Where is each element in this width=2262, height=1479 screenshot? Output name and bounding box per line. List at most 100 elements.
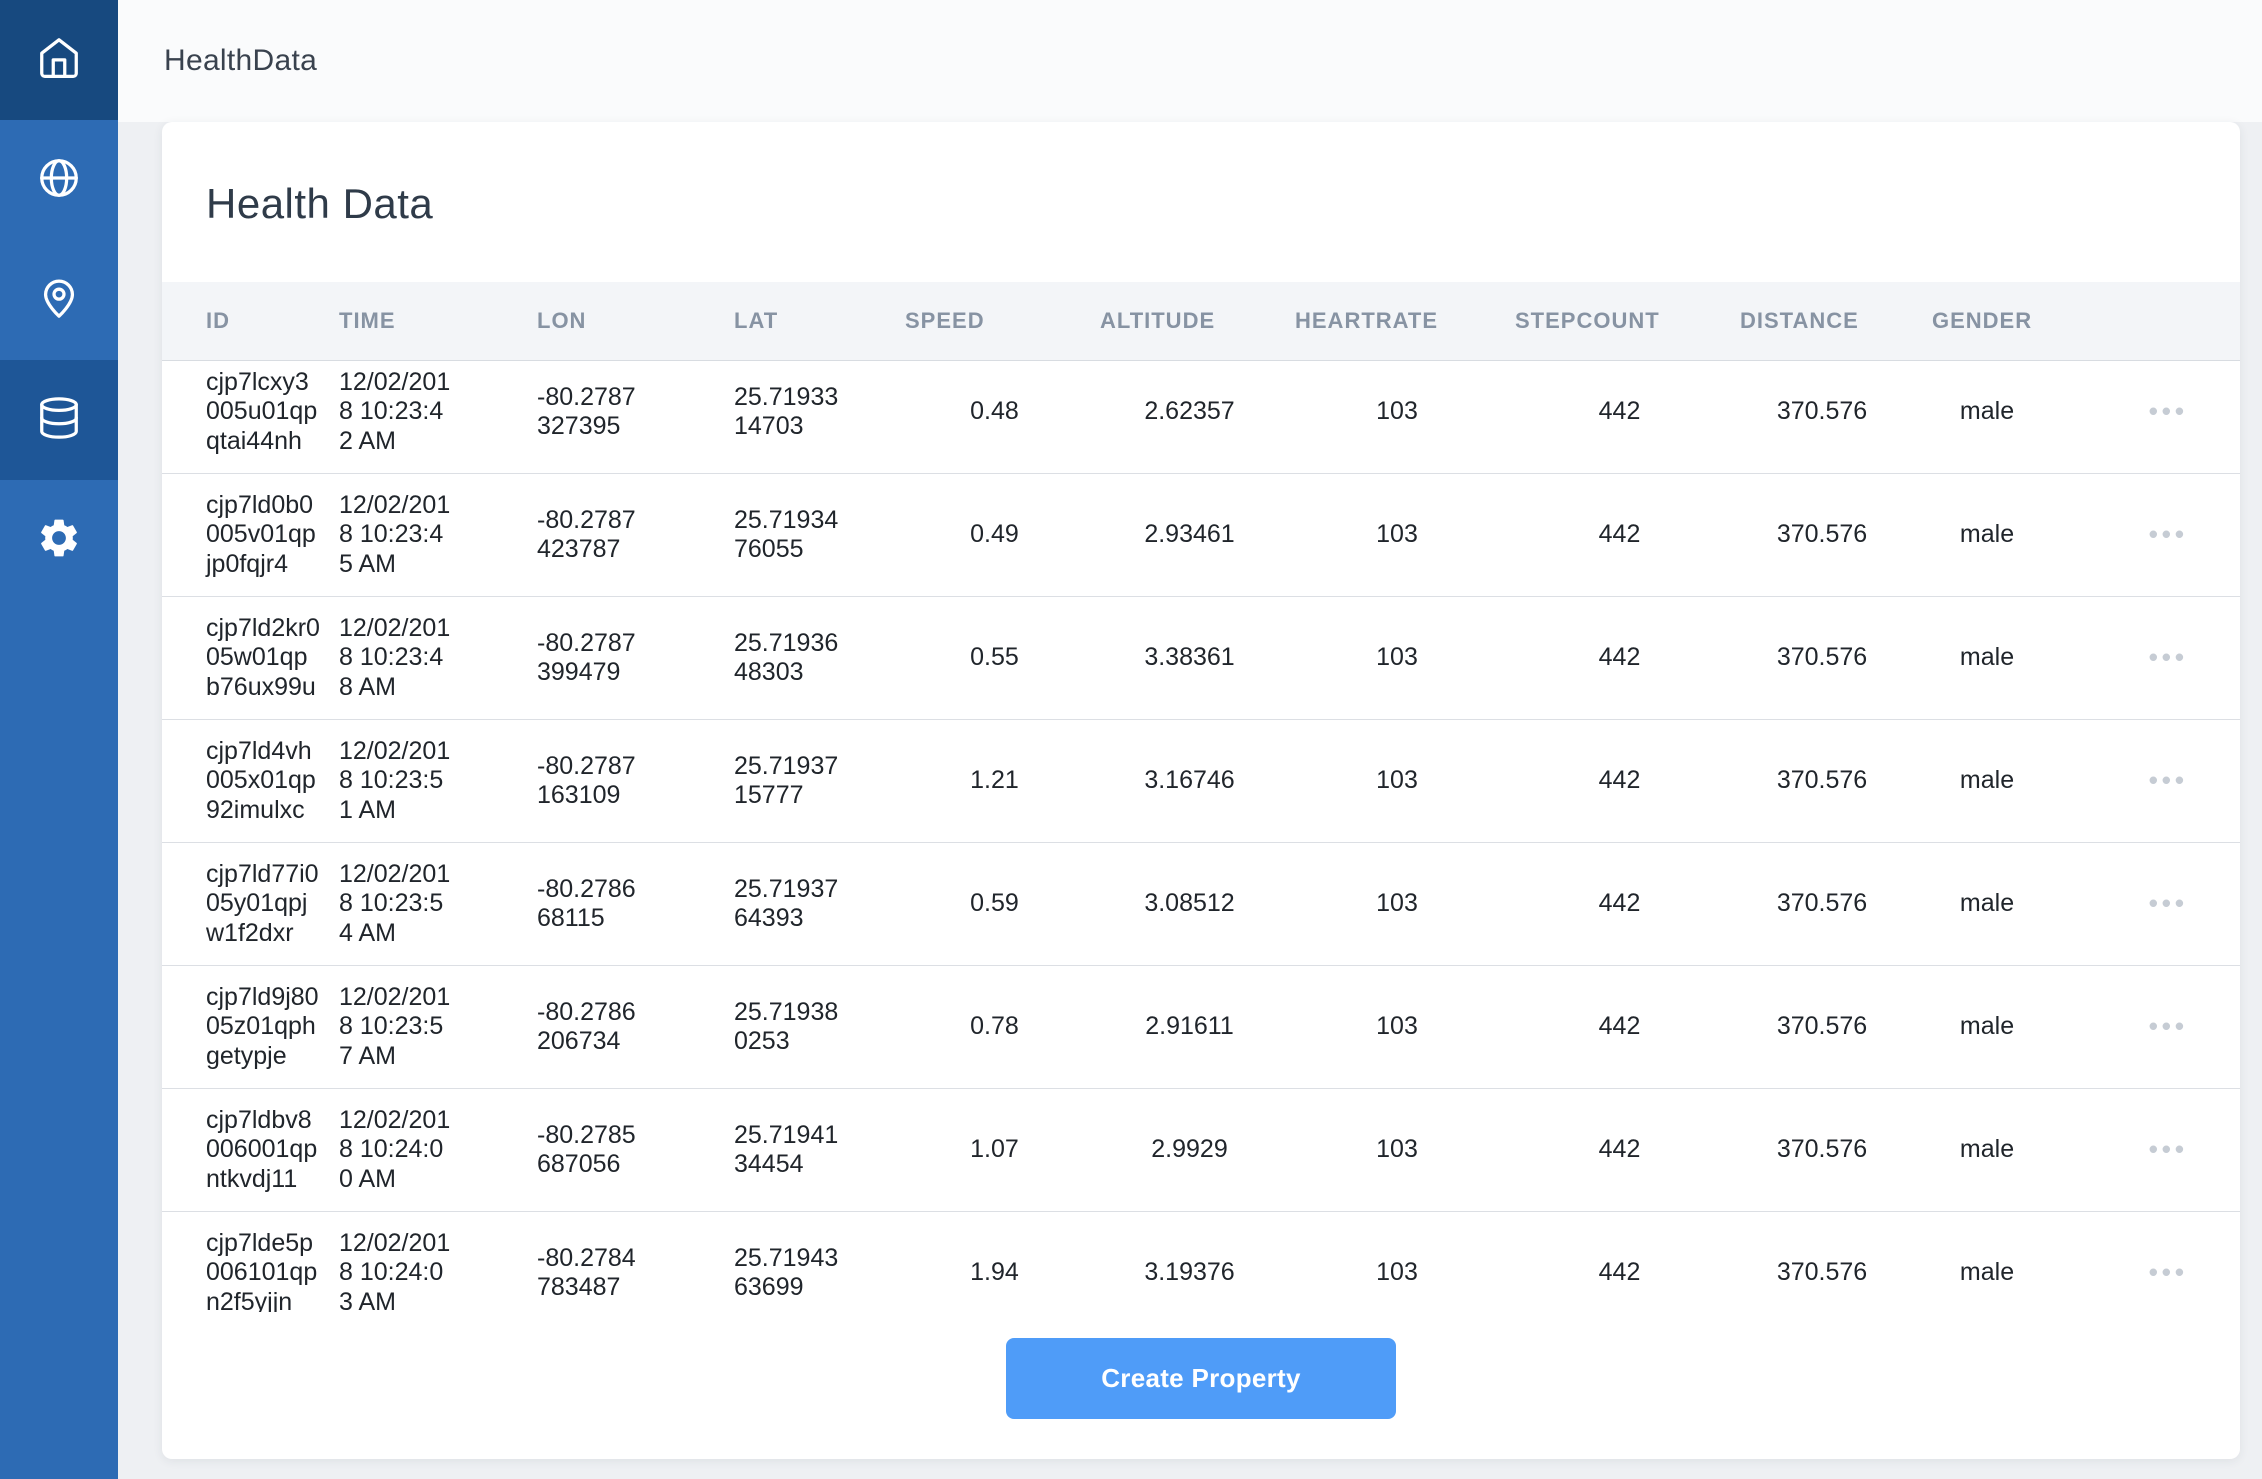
- cell-lon: -80.2787327395: [537, 382, 636, 441]
- cell-distance: 370.576: [1732, 473, 1912, 597]
- table-row: cjp7ld0b0005v01qpjp0fqjr4 12/02/2018 10:2…: [162, 473, 2240, 597]
- column-header-lon: LON: [517, 282, 712, 361]
- row-actions-button[interactable]: •••: [2148, 765, 2188, 796]
- data-table: cjp7lcxy3005u01qpqtai44nh 12/02/2018 10:2…: [162, 361, 2240, 1312]
- cell-heartrate: 103: [1287, 1211, 1507, 1312]
- home-icon: [36, 35, 82, 86]
- row-actions-button[interactable]: •••: [2148, 1257, 2188, 1288]
- app-title: HealthData: [164, 44, 318, 77]
- cell-id: cjp7ld2kr005w01qpb76ux99u: [162, 596, 327, 720]
- cell-id: cjp7ld9j8005z01qphgetypje: [162, 965, 327, 1089]
- cell-heartrate: 103: [1376, 397, 1418, 426]
- row-actions-button[interactable]: •••: [2148, 396, 2188, 427]
- cell-gender: male: [1912, 842, 2062, 966]
- sidebar-item-home[interactable]: [0, 0, 118, 120]
- cell-stepcount: 442: [1598, 397, 1641, 426]
- cell-actions: •••: [2062, 596, 2240, 720]
- cell-stepcount: 442: [1507, 965, 1732, 1089]
- cell-lat: 25.719380253: [712, 965, 897, 1089]
- cell-altitude: 2.62357: [1144, 397, 1235, 426]
- table-row: cjp7ld4vh005x01qp92imulxc 12/02/2018 10:2…: [162, 719, 2240, 843]
- cell-lat: 25.7193648303: [712, 596, 897, 720]
- topbar: HealthData: [118, 0, 2262, 122]
- cell-gender: male: [1912, 596, 2062, 720]
- table-header: ID TIME LON LAT SPEED ALTITUDE HEARTRATE STEPCO…: [162, 282, 2240, 361]
- cell-speed: 0.59: [897, 842, 1092, 966]
- cell-lon: -80.2787399479: [517, 596, 712, 720]
- cell-stepcount: 442: [1507, 842, 1732, 966]
- cell-distance: 370.576: [1732, 1088, 1912, 1212]
- cell-time: 12/02/2018 10:23:42 AM: [339, 367, 451, 455]
- cell-distance: 370.576: [1732, 842, 1912, 966]
- cell-id: cjp7ld4vh005x01qp92imulxc: [162, 719, 327, 843]
- column-header-time: TIME: [327, 282, 517, 361]
- cell-time: 12/02/2018 10:24:00 AM: [327, 1088, 517, 1212]
- cell-distance: 370.576: [1732, 596, 1912, 720]
- cell-time: 12/02/2018 10:23:48 AM: [327, 596, 517, 720]
- cell-stepcount: 442: [1507, 1088, 1732, 1212]
- gear-icon: [36, 515, 82, 566]
- cell-gender: male: [1912, 1088, 2062, 1212]
- cell-stepcount: 442: [1507, 1211, 1732, 1312]
- footer-actions: Create Property: [162, 1312, 2240, 1459]
- column-header-actions: [2062, 282, 2240, 361]
- table-row: cjp7ld2kr005w01qpb76ux99u 12/02/2018 10:2…: [162, 596, 2240, 720]
- cell-speed: 1.07: [897, 1088, 1092, 1212]
- row-actions-button[interactable]: •••: [2148, 519, 2188, 550]
- cell-speed: 1.21: [897, 719, 1092, 843]
- sidebar-item-settings[interactable]: [0, 480, 118, 600]
- cell-stepcount: 442: [1507, 596, 1732, 720]
- cell-time: 12/02/2018 10:24:03 AM: [327, 1211, 517, 1312]
- cell-time: 12/02/2018 10:23:54 AM: [327, 842, 517, 966]
- cell-speed: 0.55: [897, 596, 1092, 720]
- cell-actions: •••: [2062, 965, 2240, 1089]
- cell-gender: male: [1912, 1211, 2062, 1312]
- cell-lat: 25.7193476055: [712, 473, 897, 597]
- row-actions-button[interactable]: •••: [2148, 1134, 2188, 1165]
- sidebar-item-database[interactable]: [0, 360, 118, 480]
- database-icon: [36, 395, 82, 446]
- cell-altitude: 3.16746: [1092, 719, 1287, 843]
- cell-actions: •••: [2062, 473, 2240, 597]
- cell-altitude: 3.19376: [1092, 1211, 1287, 1312]
- cell-heartrate: 103: [1287, 596, 1507, 720]
- row-actions-button[interactable]: •••: [2148, 642, 2188, 673]
- cell-actions: •••: [2062, 719, 2240, 843]
- cell-altitude: 3.38361: [1092, 596, 1287, 720]
- cell-lat: 25.7193314703: [734, 382, 839, 441]
- cell-id: cjp7ld0b0005v01qpjp0fqjr4: [162, 473, 327, 597]
- row-actions-button[interactable]: •••: [2148, 1011, 2188, 1042]
- column-header-altitude: ALTITUDE: [1092, 282, 1287, 361]
- cell-lat: 25.7193764393: [712, 842, 897, 966]
- table-body-viewport[interactable]: cjp7lcxy3005u01qpqtai44nh 12/02/2018 10:2…: [162, 361, 2240, 1312]
- sidebar-item-globe[interactable]: [0, 120, 118, 240]
- cell-speed: 0.49: [897, 473, 1092, 597]
- column-header-speed: SPEED: [897, 282, 1092, 361]
- cell-id: cjp7ldbv8006001qpntkvdj11: [162, 1088, 327, 1212]
- table-row: cjp7ld9j8005z01qphgetypje 12/02/2018 10:2…: [162, 965, 2240, 1089]
- cell-lon: -80.2786206734: [517, 965, 712, 1089]
- cell-altitude: 2.9929: [1092, 1088, 1287, 1212]
- cell-lat: 25.7194363699: [712, 1211, 897, 1312]
- cell-time: 12/02/2018 10:23:45 AM: [327, 473, 517, 597]
- cell-heartrate: 103: [1287, 473, 1507, 597]
- cell-actions: •••: [2062, 1088, 2240, 1212]
- sidebar-item-location[interactable]: [0, 240, 118, 360]
- cell-actions: •••: [2062, 842, 2240, 966]
- cell-speed: 1.94: [897, 1211, 1092, 1312]
- cell-lon: -80.2785687056: [517, 1088, 712, 1212]
- row-actions-button[interactable]: •••: [2148, 888, 2188, 919]
- cell-heartrate: 103: [1287, 719, 1507, 843]
- cell-stepcount: 442: [1507, 719, 1732, 843]
- cell-altitude: 2.91611: [1092, 965, 1287, 1089]
- location-pin-icon: [36, 275, 82, 326]
- create-property-button[interactable]: Create Property: [1006, 1338, 1396, 1419]
- cell-id: cjp7lde5p006101qpn2f5yjjn: [162, 1211, 327, 1312]
- cell-heartrate: 103: [1287, 842, 1507, 966]
- sidebar: [0, 0, 118, 1479]
- cell-time: 12/02/2018 10:23:51 AM: [327, 719, 517, 843]
- cell-altitude: 2.93461: [1092, 473, 1287, 597]
- cell-gender: male: [1912, 473, 2062, 597]
- cell-actions: •••: [2062, 361, 2240, 474]
